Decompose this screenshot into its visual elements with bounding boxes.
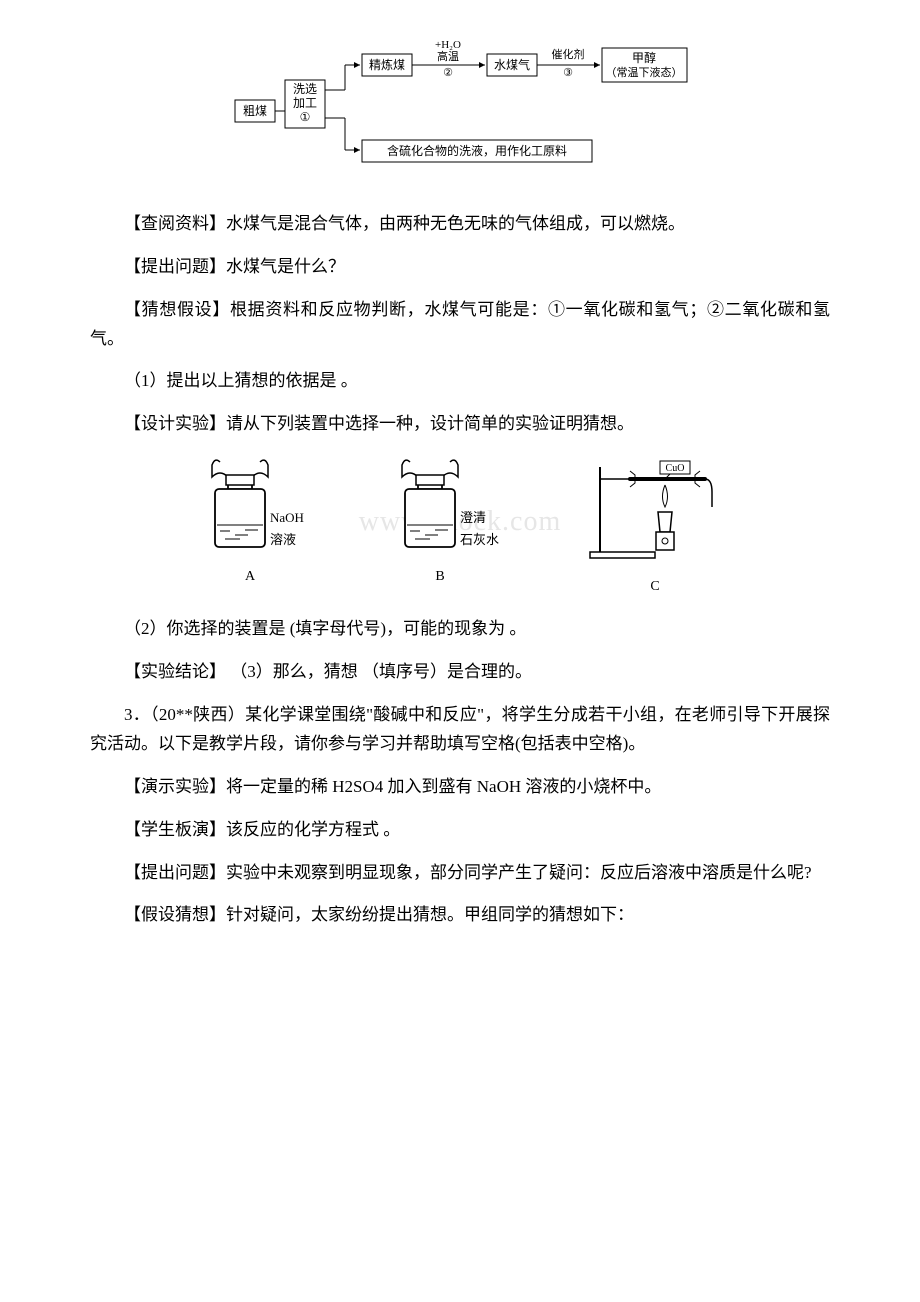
- para-yanshi: 【演示实验】将一定量的稀 H2SO4 加入到盛有 NaOH 溶液的小烧杯中。: [90, 773, 830, 802]
- para-q2: （2）你选择的装置是 (填字母代号)，可能的现象为 。: [90, 615, 830, 644]
- svg-text:高温: 高温: [437, 49, 459, 63]
- apparatus-diagram: www.bdock.com NaOH 溶液 A: [180, 457, 740, 587]
- para-sheji: 【设计实验】请从下列装置中选择一种，设计简单的实验证明猜想。: [90, 410, 830, 439]
- svg-text:加工: 加工: [293, 96, 317, 110]
- svg-text:（常温下液态）: （常温下液态）: [606, 65, 683, 79]
- svg-text:水煤气: 水煤气: [494, 57, 530, 72]
- bottle-a-label: NaOH 溶液: [270, 507, 320, 551]
- svg-text:③: ③: [563, 67, 573, 79]
- svg-text:①: ①: [300, 110, 311, 124]
- svg-text:精炼煤: 精炼煤: [369, 57, 405, 72]
- svg-text:洗选: 洗选: [293, 82, 317, 96]
- para-q1: （1）提出以上猜想的依据是 。: [90, 367, 830, 396]
- para-wenti-1: 【提出问题】水煤气是什么？: [90, 253, 830, 282]
- svg-text:含硫化合物的洗液，用作化工原料: 含硫化合物的洗液，用作化工原料: [387, 143, 567, 158]
- stand-c-tag: C: [580, 575, 730, 599]
- para-caixiang: 【猜想假设】根据资料和反应物判断，水煤气可能是：①一氧化碳和氢气；②二氧化碳和氢…: [90, 296, 830, 354]
- bottle-b-tag: B: [390, 565, 490, 589]
- para-banyan: 【学生板演】该反应的化学方程式 。: [90, 816, 830, 845]
- bottle-b-label: 澄清 石灰水: [460, 507, 520, 551]
- cuo-label: CuO: [666, 463, 685, 474]
- svg-text:②: ②: [443, 67, 453, 79]
- para-q3: 3．（20**陕西）某化学课堂围绕"酸碱中和反应"，将学生分成若干小组，在老师引…: [90, 701, 830, 759]
- para-wenti-2: 【提出问题】实验中未观察到明显现象，部分同学产生了疑问：反应后溶液中溶质是什么呢…: [90, 859, 830, 888]
- para-jielun: 【实验结论】 （3）那么，猜想 （填序号）是合理的。: [90, 658, 830, 687]
- para-jiashe: 【假设猜想】针对疑问，太家纷纷提出猜想。甲组同学的猜想如下：: [90, 901, 830, 930]
- svg-text:甲醇: 甲醇: [632, 50, 656, 65]
- flow-diagram: 粗煤 洗选 加工 ① 精炼煤 +H₂O 高温 ② 水煤气 催化剂 ③ 甲醇 （常…: [230, 40, 690, 180]
- svg-text:催化剂: 催化剂: [552, 47, 585, 61]
- raw-coal-text: 粗煤: [243, 104, 267, 118]
- svg-text:+H₂O: +H₂O: [435, 40, 461, 51]
- para-ziliao: 【查阅资料】水煤气是混合气体，由两种无色无味的气体组成，可以燃烧。: [90, 210, 830, 239]
- bottle-a-tag: A: [200, 565, 300, 589]
